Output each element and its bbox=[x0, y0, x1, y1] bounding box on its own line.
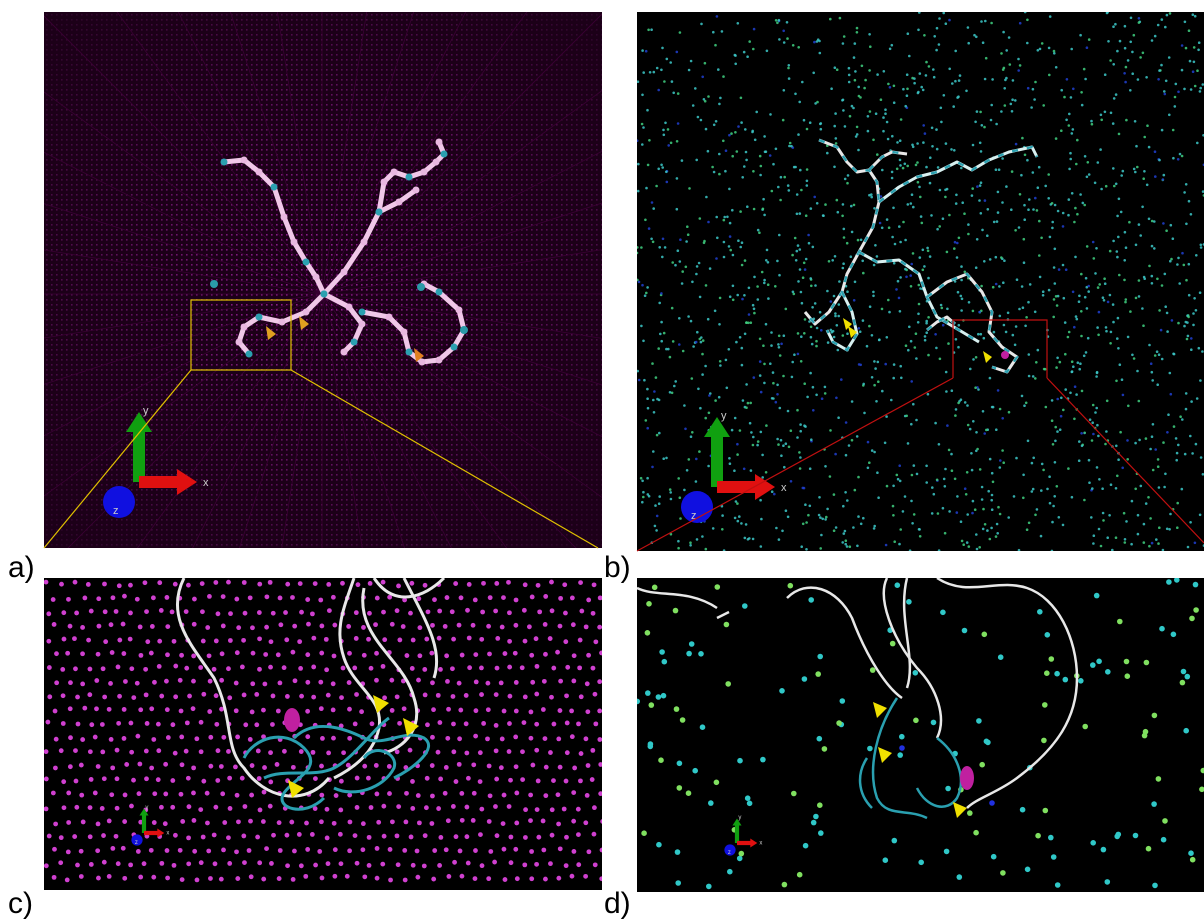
ion bbox=[210, 280, 218, 288]
beta-sheet-arrow bbox=[414, 348, 424, 362]
radial-lines bbox=[44, 12, 602, 548]
polymer-chain bbox=[220, 138, 468, 366]
ion bbox=[989, 800, 995, 806]
simulation-panel-b: x y z bbox=[637, 12, 1204, 551]
panel-label-c: c) bbox=[8, 887, 33, 920]
helix-segment bbox=[284, 708, 300, 732]
beta-sheet-arrow bbox=[843, 318, 852, 330]
panel-label-d: d) bbox=[604, 887, 631, 920]
beta-sheet-arrow bbox=[373, 695, 389, 713]
simulation-panel-c: x y z bbox=[44, 578, 602, 890]
zoom-box-b bbox=[952, 319, 1048, 378]
zoom-box-a bbox=[190, 299, 292, 371]
molecular-render-a: x y z bbox=[44, 12, 602, 548]
protein-coils bbox=[637, 578, 1079, 820]
solvent-ions bbox=[637, 578, 1204, 890]
simulation-panel-d: x y z bbox=[637, 578, 1204, 892]
axes-triad-d: x y z bbox=[724, 815, 762, 856]
panel-label-a: a) bbox=[8, 551, 35, 584]
beta-sheet-arrow bbox=[266, 326, 276, 340]
axis-label-x: x bbox=[781, 482, 787, 494]
protein-coils bbox=[175, 578, 446, 811]
ion bbox=[899, 745, 905, 751]
simulation-panel-a: x y z bbox=[44, 12, 602, 548]
axis-label-y: y bbox=[721, 410, 727, 422]
solvent-lattice bbox=[44, 579, 602, 883]
axis-label-x: x bbox=[166, 830, 169, 836]
beta-sheet-arrow bbox=[983, 351, 992, 363]
helix-segment bbox=[1001, 351, 1009, 359]
axis-label-z: z bbox=[728, 850, 731, 856]
axis-label-y: y bbox=[143, 405, 149, 417]
beta-sheet-arrow bbox=[403, 718, 419, 736]
axis-label-y: y bbox=[738, 815, 741, 821]
beta-sheet-arrow bbox=[848, 326, 857, 338]
axis-label-z: z bbox=[691, 510, 697, 522]
beta-sheet-arrow bbox=[878, 747, 892, 763]
protein-coils bbox=[803, 138, 1039, 374]
axis-label-y: y bbox=[145, 805, 148, 811]
beta-sheet-arrow bbox=[288, 780, 304, 798]
molecular-render-c: x y z bbox=[44, 578, 602, 883]
axis-label-z: z bbox=[113, 505, 119, 517]
molecular-render-d: x y z bbox=[637, 578, 1204, 890]
beta-sheet-arrow bbox=[873, 702, 887, 718]
ion bbox=[460, 326, 468, 334]
beta-sheet-arrow bbox=[953, 802, 967, 818]
axes-triad-c: x y z bbox=[131, 805, 169, 846]
axes-triad-b: x y z bbox=[681, 410, 787, 523]
panel-label-b: b) bbox=[604, 551, 631, 584]
helix-segment bbox=[960, 766, 974, 790]
axis-label-z: z bbox=[135, 840, 138, 846]
axis-label-x: x bbox=[203, 477, 209, 489]
molecular-render-b: x y z bbox=[637, 12, 1204, 551]
beta-sheet-arrow bbox=[299, 316, 309, 330]
ion bbox=[417, 283, 425, 291]
axis-label-x: x bbox=[759, 840, 762, 846]
axes-triad-a: x y z bbox=[103, 405, 209, 518]
